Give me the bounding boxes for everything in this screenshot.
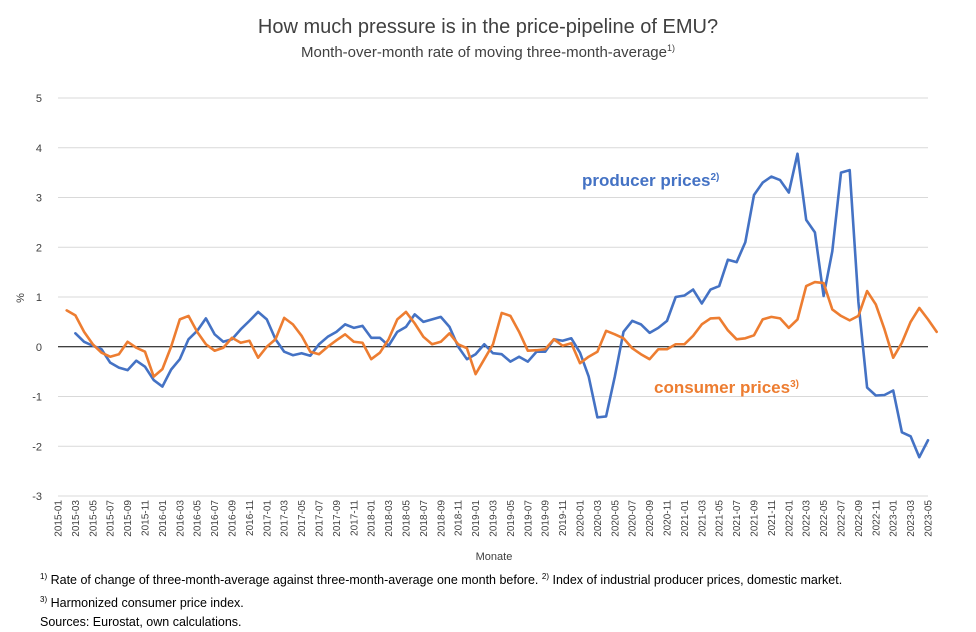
x-tick-label: 2017-01 bbox=[262, 500, 273, 537]
chart-subtitle: Month-over-month rate of moving three-mo… bbox=[301, 43, 675, 61]
x-tick-label: 2016-03 bbox=[175, 500, 186, 537]
x-tick-label: 2021-01 bbox=[680, 500, 691, 537]
y-axis-title: % bbox=[15, 293, 27, 303]
consumer-prices-label-text: consumer prices bbox=[654, 378, 790, 397]
x-tick-label: 2022-11 bbox=[871, 500, 882, 536]
footnotes: 1) Rate of change of three-month-average… bbox=[40, 567, 960, 632]
footnote-text-3: Harmonized consumer price index. bbox=[47, 596, 244, 611]
consumer-prices-label-note: 3) bbox=[790, 379, 799, 390]
x-tick-label: 2015-05 bbox=[88, 500, 99, 537]
x-axis-ticks: 2015-01 2015-03 2015-05 2015-07 2015-09 2015-… bbox=[54, 500, 935, 537]
x-tick-label: 2019-07 bbox=[523, 500, 534, 537]
consumer-prices-label: consumer prices3) bbox=[654, 378, 799, 397]
x-tick-label: 2016-05 bbox=[193, 500, 204, 537]
x-tick-label: 2016-07 bbox=[210, 500, 221, 537]
producer-prices-label: producer prices2) bbox=[582, 171, 719, 190]
chart-subtitle-text: Month-over-month rate of moving three-mo… bbox=[301, 44, 667, 61]
y-tick-label: -2 bbox=[32, 441, 42, 453]
x-tick-label: 2022-09 bbox=[854, 500, 865, 537]
x-tick-label: 2021-09 bbox=[750, 500, 761, 537]
x-tick-label: 2019-09 bbox=[541, 500, 552, 537]
x-tick-label: 2015-01 bbox=[54, 500, 65, 537]
x-tick-label: 2018-07 bbox=[419, 500, 430, 537]
x-tick-label: 2017-07 bbox=[315, 500, 326, 537]
x-tick-label: 2020-07 bbox=[628, 500, 639, 537]
x-tick-label: 2016-09 bbox=[228, 500, 239, 537]
x-tick-label: 2023-05 bbox=[924, 500, 935, 537]
x-tick-label: 2016-01 bbox=[158, 500, 169, 537]
gridlines bbox=[58, 97, 928, 497]
footnote-mark-3: 3) bbox=[40, 595, 48, 605]
y-tick-label: 4 bbox=[36, 143, 42, 155]
x-tick-label: 2022-01 bbox=[784, 500, 795, 537]
x-tick-label: 2019-11 bbox=[558, 500, 569, 536]
x-tick-label: 2016-11 bbox=[245, 500, 256, 536]
x-tick-label: 2018-05 bbox=[402, 500, 413, 537]
footnote-text-1: Rate of change of three-month-average ag… bbox=[47, 573, 542, 588]
footnote-text-2: Index of industrial producer prices, dom… bbox=[549, 573, 843, 588]
x-tick-label: 2023-03 bbox=[906, 500, 917, 537]
x-tick-label: 2020-11 bbox=[663, 500, 674, 536]
x-tick-label: 2021-05 bbox=[715, 500, 726, 537]
x-tick-label: 2022-03 bbox=[802, 500, 813, 537]
x-tick-label: 2023-01 bbox=[889, 500, 900, 537]
y-tick-label: 1 bbox=[36, 292, 42, 304]
x-tick-label: 2022-07 bbox=[837, 500, 848, 537]
x-tick-label: 2018-03 bbox=[384, 500, 395, 537]
chart-title: How much pressure is in the price-pipeli… bbox=[258, 16, 718, 38]
y-tick-label: 5 bbox=[36, 93, 42, 105]
producer-prices-label-note: 2) bbox=[711, 172, 720, 183]
footnote-line-2: 3) Harmonized consumer price index. bbox=[40, 590, 960, 613]
x-tick-label: 2015-07 bbox=[106, 500, 117, 537]
x-tick-label: 2017-05 bbox=[297, 500, 308, 537]
x-tick-label: 2021-11 bbox=[767, 500, 778, 536]
x-tick-label: 2020-03 bbox=[593, 500, 604, 537]
series-layer bbox=[65, 152, 939, 459]
x-tick-label: 2019-03 bbox=[489, 500, 500, 537]
producer-prices-line bbox=[74, 152, 930, 459]
y-tick-label: -3 bbox=[32, 491, 42, 503]
x-tick-label: 2017-03 bbox=[280, 500, 291, 537]
y-tick-label: 3 bbox=[36, 193, 42, 205]
producer-prices-label-text: producer prices bbox=[582, 171, 711, 190]
x-tick-label: 2021-03 bbox=[697, 500, 708, 537]
x-tick-label: 2015-03 bbox=[71, 500, 82, 537]
x-tick-label: 2018-01 bbox=[367, 500, 378, 537]
footnote-mark-2: 2) bbox=[541, 572, 549, 581]
x-tick-label: 2020-05 bbox=[610, 500, 621, 537]
y-tick-label: 0 bbox=[36, 342, 42, 354]
x-axis-title: Monate bbox=[476, 551, 513, 563]
x-tick-label: 2019-05 bbox=[506, 500, 517, 537]
x-tick-label: 2019-01 bbox=[471, 500, 482, 537]
y-tick-label: -1 bbox=[32, 392, 42, 404]
x-tick-label: 2017-11 bbox=[349, 500, 360, 536]
footnote-mark-1: 1) bbox=[40, 572, 48, 581]
x-tick-label: 2017-09 bbox=[332, 500, 343, 537]
y-axis-ticks: -3 -2 -1 0 1 2 3 4 5 bbox=[32, 93, 42, 503]
footnote-line-1: 1) Rate of change of three-month-average… bbox=[40, 567, 960, 590]
x-tick-label: 2022-05 bbox=[819, 500, 830, 537]
x-tick-label: 2020-09 bbox=[645, 500, 656, 537]
y-tick-label: 2 bbox=[36, 242, 42, 254]
x-tick-label: 2020-01 bbox=[576, 500, 587, 537]
footnote-sources: Sources: Eurostat, own calculations. bbox=[40, 615, 242, 630]
chart-subtitle-note: 1) bbox=[667, 43, 675, 53]
consumer-prices-line bbox=[65, 280, 939, 378]
x-tick-label: 2018-11 bbox=[454, 500, 465, 536]
x-tick-label: 2015-09 bbox=[123, 500, 134, 537]
x-tick-label: 2018-09 bbox=[436, 500, 447, 537]
x-tick-label: 2015-11 bbox=[141, 500, 152, 536]
x-tick-label: 2021-07 bbox=[732, 500, 743, 537]
